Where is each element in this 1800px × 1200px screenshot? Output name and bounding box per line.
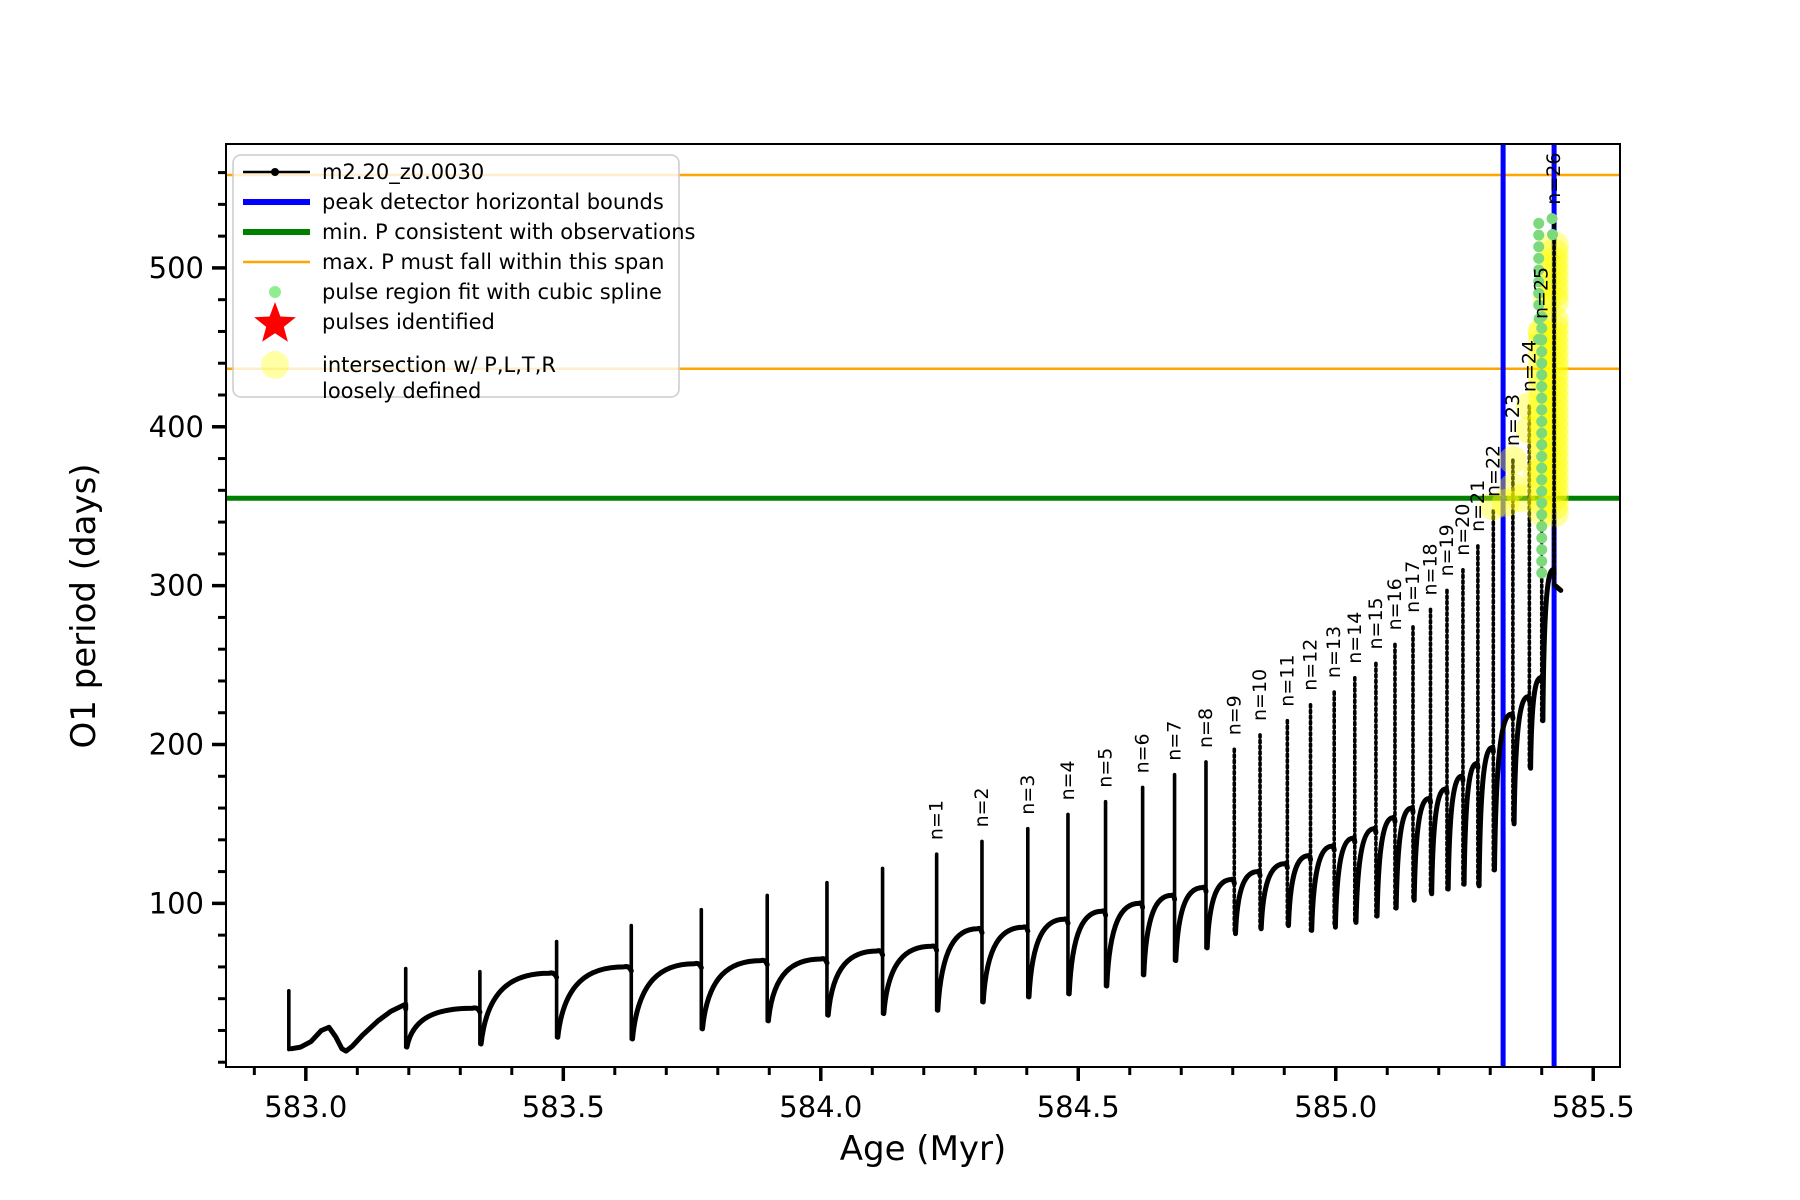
y-tick-label: 400	[149, 410, 204, 444]
spline-fit-dot	[1536, 369, 1548, 381]
legend-label: loosely defined	[322, 379, 481, 403]
pulse-label-n13: n=13	[1323, 626, 1345, 678]
pulse-label-n4: n=4	[1057, 760, 1079, 800]
spline-fit-dot	[1536, 474, 1548, 486]
legend-label: pulse region fit with cubic spline	[322, 280, 662, 304]
pulse-label-n23: n=23	[1502, 394, 1524, 446]
period-evolution-curve	[288, 566, 1564, 1054]
intersection-blob	[1507, 484, 1536, 513]
pulse-label-n12: n=12	[1300, 639, 1322, 691]
spline-fit-dot	[1536, 392, 1548, 404]
spline-fit-dot	[1536, 520, 1548, 532]
pulse-label-n11: n=11	[1276, 655, 1298, 707]
spline-fit-dot	[1533, 276, 1545, 288]
y-tick-label: 500	[149, 251, 204, 285]
spline-fit-dot	[1536, 567, 1548, 579]
pulse-label-n9: n=9	[1223, 695, 1245, 735]
x-tick-label: 583.5	[522, 1090, 605, 1124]
pulse-label-n7: n=7	[1164, 721, 1186, 761]
legend-swatch-marker-dot	[271, 168, 279, 176]
legend-label: intersection w/ P,L,T,R	[322, 353, 556, 377]
spline-fit-dot	[1533, 287, 1545, 299]
spline-fit-dots-group	[1533, 213, 1559, 579]
spline-fit-dot	[1536, 555, 1548, 567]
spline-fit-dot	[1536, 485, 1548, 497]
pulse-label-n15: n=15	[1365, 597, 1387, 649]
pulse-label-n3: n=3	[1017, 775, 1039, 815]
spline-fit-dot	[1533, 333, 1545, 345]
spline-fit-dot	[1536, 462, 1548, 474]
y-axis-label: O1 period (days)	[64, 463, 104, 748]
spline-fit-dot	[1536, 439, 1548, 451]
spline-fit-dot	[1533, 229, 1545, 241]
spline-fit-dot	[1533, 252, 1545, 264]
y-tick-label: 200	[149, 728, 204, 762]
legend-swatch-dot	[269, 286, 281, 298]
x-axis-label: Age (Myr)	[840, 1129, 1007, 1169]
pulse-label-n1: n=1	[926, 800, 948, 840]
spline-fit-dot	[1536, 381, 1548, 393]
intersection-blob	[1515, 415, 1544, 444]
x-tick-label: 584.5	[1037, 1090, 1120, 1124]
spline-fit-dot	[1533, 313, 1545, 325]
intersection-blob	[1491, 489, 1520, 518]
pulse-label-n2: n=2	[971, 787, 993, 827]
intersection-blob	[1479, 492, 1508, 521]
pulse-label-n21: n=21	[1467, 480, 1489, 532]
pulse-label-n26: n=26	[1543, 153, 1565, 205]
spline-fit-dot	[1533, 299, 1545, 311]
pulse-label-n22: n=22	[1482, 445, 1504, 497]
spline-fit-dot	[1536, 532, 1548, 544]
intersection-blob	[1522, 460, 1551, 489]
y-tick-label: 100	[149, 886, 204, 920]
pulse-label-n19: n=19	[1436, 524, 1458, 576]
pulse-label-n16: n=16	[1384, 578, 1406, 630]
intersection-blob	[1498, 473, 1527, 502]
spline-fit-dot	[1536, 450, 1548, 462]
spline-fit-dot	[1533, 241, 1545, 253]
pulse-label-n17: n=17	[1402, 561, 1424, 613]
spline-fit-dot	[1533, 217, 1545, 229]
spline-fit-dot	[1536, 497, 1548, 509]
pulse-label-n20: n=20	[1452, 504, 1474, 556]
spline-fit-dot	[1536, 346, 1548, 358]
spline-fit-dot	[1536, 427, 1548, 439]
pulse-label-n10: n=10	[1249, 669, 1271, 721]
pulse-label-n6: n=6	[1132, 733, 1154, 773]
spline-fit-dot	[1547, 229, 1559, 241]
legend-label: min. P consistent with observations	[322, 220, 695, 244]
legend-swatch-dot	[261, 351, 289, 379]
legend-box	[232, 154, 680, 398]
spline-fit-dot	[1536, 357, 1548, 369]
legend-swatch-star-icon	[254, 302, 296, 342]
pulse-label-n14: n=14	[1344, 612, 1366, 664]
x-tick-label: 585.5	[1552, 1090, 1635, 1124]
legend-label: max. P must fall within this span	[322, 250, 664, 274]
legend-label: pulses identified	[322, 310, 495, 334]
pulse-label-n25: n=25	[1531, 267, 1553, 319]
spline-fit-dot	[1546, 213, 1558, 225]
spline-fit-dot	[1536, 544, 1548, 556]
pulse-label-n18: n=18	[1420, 543, 1442, 595]
y-tick-label: 300	[149, 569, 204, 603]
spline-fit-dot	[1536, 404, 1548, 416]
legend-label: m2.20_z0.0030	[322, 160, 484, 185]
x-tick-label: 585.0	[1294, 1090, 1377, 1124]
pulse-label-n24: n=24	[1518, 340, 1540, 392]
pulse-label-n5: n=5	[1095, 748, 1117, 788]
spline-fit-dot	[1536, 322, 1548, 334]
x-tick-label: 584.0	[779, 1090, 862, 1124]
x-tick-label: 583.0	[264, 1090, 347, 1124]
pulse-label-n8: n=8	[1195, 708, 1217, 748]
intersection-blob	[1498, 446, 1527, 475]
spline-fit-dot	[1536, 509, 1548, 521]
spline-fit-dot	[1536, 415, 1548, 427]
legend-label: peak detector horizontal bounds	[322, 190, 664, 214]
spline-fit-dot	[1533, 264, 1545, 276]
